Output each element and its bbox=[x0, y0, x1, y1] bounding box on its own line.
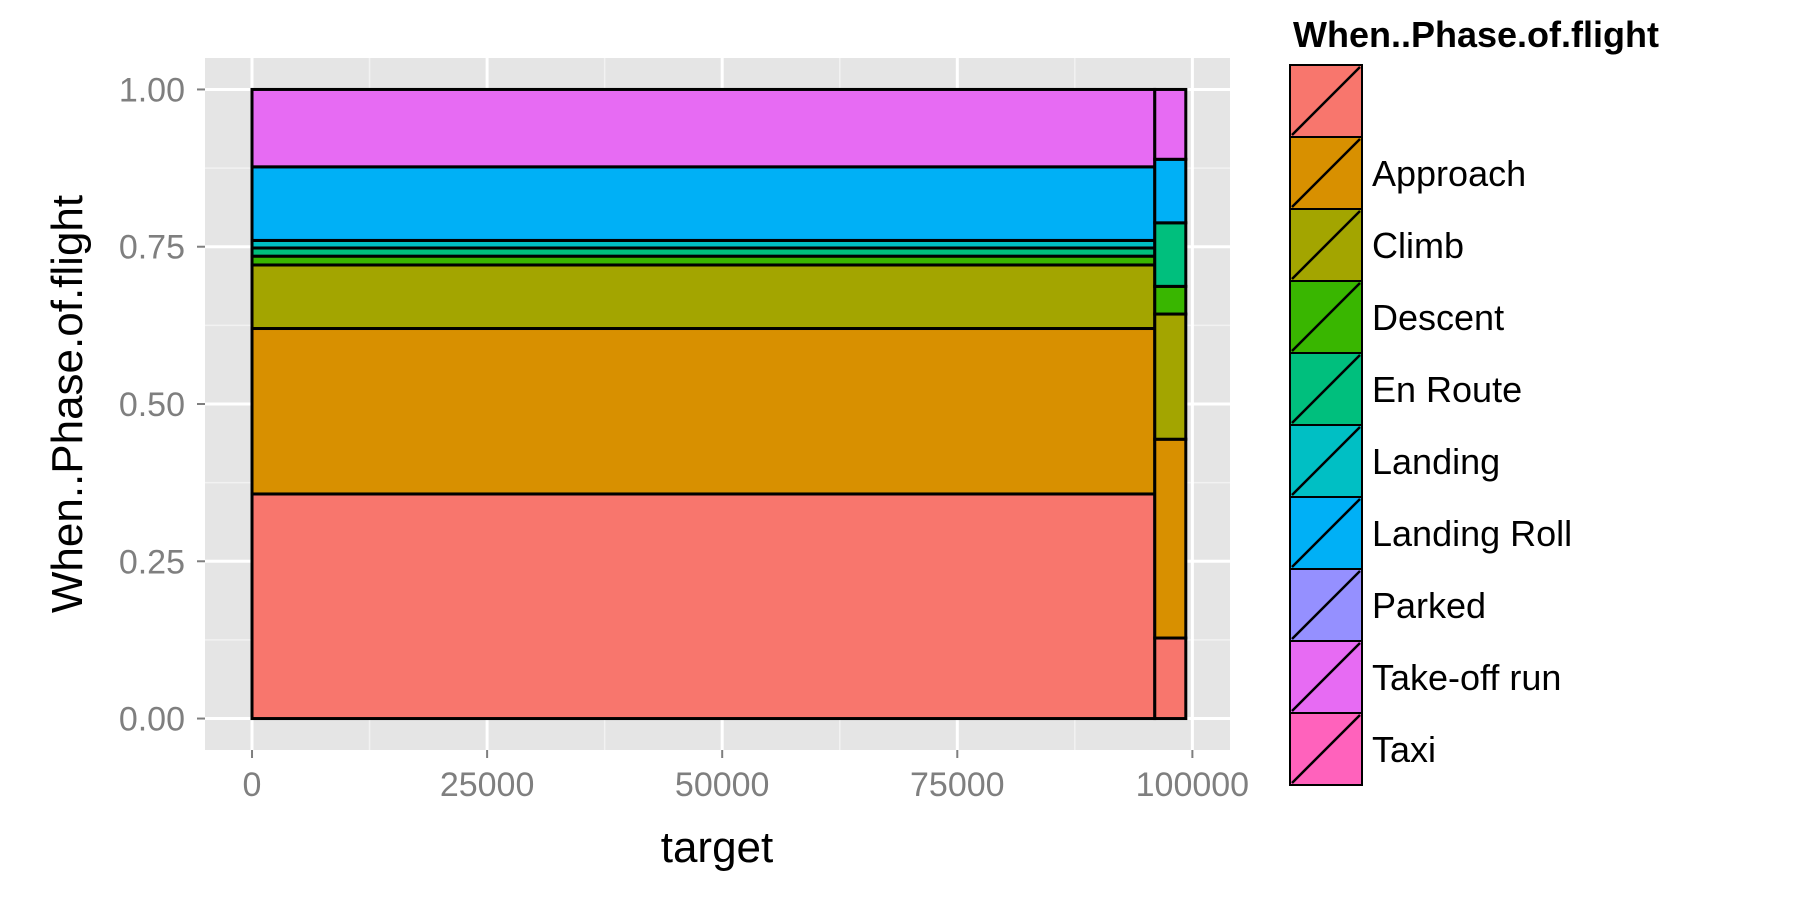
legend-key-diagonal bbox=[1291, 642, 1361, 712]
legend-key-diagonal bbox=[1291, 138, 1361, 208]
legend-label: Climb bbox=[1372, 225, 1464, 266]
x-tick-label: 0 bbox=[243, 766, 262, 804]
x-tick-label: 25000 bbox=[440, 766, 535, 804]
legend-title: When..Phase.of.flight bbox=[1293, 14, 1659, 55]
bar-segment-0-1 bbox=[250, 327, 1157, 496]
legend-key-diagonal bbox=[1291, 282, 1361, 352]
legend-label: Approach bbox=[1372, 153, 1526, 194]
legend-key-diagonal bbox=[1291, 498, 1361, 568]
y-axis: 0.00 0.25 0.50 0.75 1.00 bbox=[119, 71, 205, 739]
x-tick-label: 100000 bbox=[1136, 766, 1249, 804]
legend-key-diagonal bbox=[1291, 570, 1361, 640]
x-tick-label: 50000 bbox=[675, 766, 770, 804]
legend-key-diagonal bbox=[1291, 354, 1361, 424]
bar-segment-1-2 bbox=[1153, 312, 1188, 441]
bar-segment-1-5 bbox=[1153, 157, 1188, 225]
legend-label: Landing bbox=[1372, 441, 1500, 482]
legend-label: Taxi bbox=[1372, 729, 1436, 770]
legend: Approach Climb Descent En Route Landing Landi… bbox=[1289, 64, 1572, 786]
legend-label: Take-off run bbox=[1372, 657, 1561, 698]
x-axis-title: target bbox=[661, 823, 774, 872]
legend-key-diagonal bbox=[1291, 210, 1361, 280]
y-tick-label: 1.00 bbox=[119, 71, 185, 109]
bar-segment-1-3 bbox=[1153, 284, 1188, 316]
bar-segment-1-0 bbox=[1153, 636, 1188, 721]
x-tick-label: 75000 bbox=[910, 766, 1005, 804]
legend-key-diagonal bbox=[1291, 714, 1361, 784]
legend-label: Landing Roll bbox=[1372, 513, 1572, 554]
y-tick-label: 0.00 bbox=[119, 701, 185, 739]
y-tick-label: 0.75 bbox=[119, 229, 185, 267]
x-axis: 0 25000 50000 75000 100000 bbox=[243, 750, 1249, 804]
bar-segment-1-4 bbox=[1153, 221, 1188, 288]
legend-label: Descent bbox=[1372, 297, 1504, 338]
legend-label: En Route bbox=[1372, 369, 1522, 410]
bar-segment-0-6 bbox=[250, 165, 1157, 242]
legend-label: Parked bbox=[1372, 585, 1486, 626]
legend-key-diagonal bbox=[1291, 66, 1361, 136]
bar-segment-1-6 bbox=[1153, 87, 1188, 161]
bar-segment-1-1 bbox=[1153, 437, 1188, 640]
bar-segments bbox=[250, 87, 1188, 721]
y-tick-label: 0.25 bbox=[119, 543, 185, 581]
bar-segment-0-7 bbox=[250, 87, 1157, 169]
y-axis-title: When..Phase.of.flight bbox=[43, 195, 92, 613]
bar-segment-0-0 bbox=[250, 492, 1157, 721]
y-tick-label: 0.50 bbox=[119, 386, 185, 424]
legend-key-diagonal bbox=[1291, 426, 1361, 496]
bar-segment-0-2 bbox=[250, 263, 1157, 331]
